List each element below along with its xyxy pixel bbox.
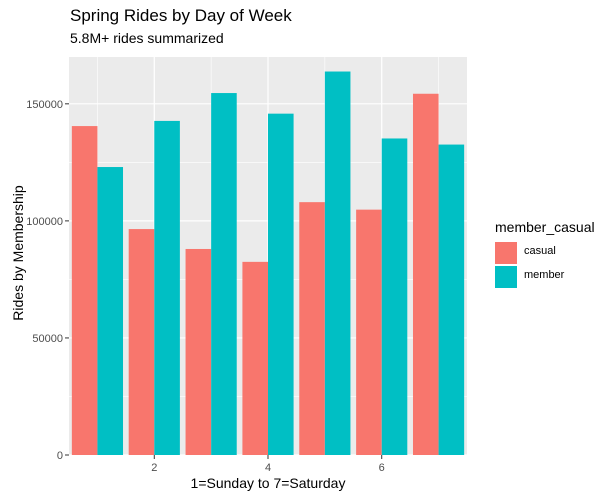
x-axis-label: 1=Sunday to 7=Saturday (190, 475, 346, 491)
bar-member-6 (381, 138, 408, 455)
y-tick-label: 0 (57, 450, 63, 462)
x-axis: 2 4 6 (151, 455, 385, 474)
legend-swatch-member (495, 266, 517, 288)
bar-casual-2 (128, 229, 155, 455)
bar-casual-1 (71, 126, 98, 456)
legend-label-member: member (524, 269, 565, 281)
bar-casual-7 (412, 93, 439, 455)
y-axis: 0 50000 100000 150000 (26, 99, 69, 462)
y-tick-label: 100000 (26, 216, 63, 228)
x-tick-label: 4 (265, 462, 271, 474)
bar-member-1 (97, 167, 124, 456)
chart-subtitle: 5.8M+ rides summarized (70, 30, 224, 46)
bar-casual-6 (356, 209, 382, 455)
x-tick-label: 2 (151, 462, 157, 474)
y-axis-label: Rides by Membership (10, 185, 26, 321)
bar-member-4 (268, 113, 294, 456)
bar-member-5 (324, 71, 351, 456)
bar-casual-5 (299, 202, 325, 455)
y-tick-label: 150000 (26, 99, 63, 111)
y-tick-label: 50000 (32, 333, 63, 345)
legend-label-casual: casual (524, 245, 556, 257)
legend-swatch-casual (495, 242, 517, 264)
x-tick-label: 6 (379, 462, 385, 474)
bar-casual-3 (185, 248, 212, 455)
bar-member-3 (211, 93, 237, 456)
bar-member-7 (438, 144, 465, 455)
legend-title: member_casual (495, 219, 595, 235)
legend-item-member: member (495, 266, 605, 288)
bar-member-2 (154, 120, 180, 455)
legend-item-casual: casual (495, 242, 605, 264)
chart-title: Spring Rides by Day of Week (70, 6, 292, 25)
bars-group (71, 71, 465, 456)
bar-casual-4 (242, 261, 268, 455)
